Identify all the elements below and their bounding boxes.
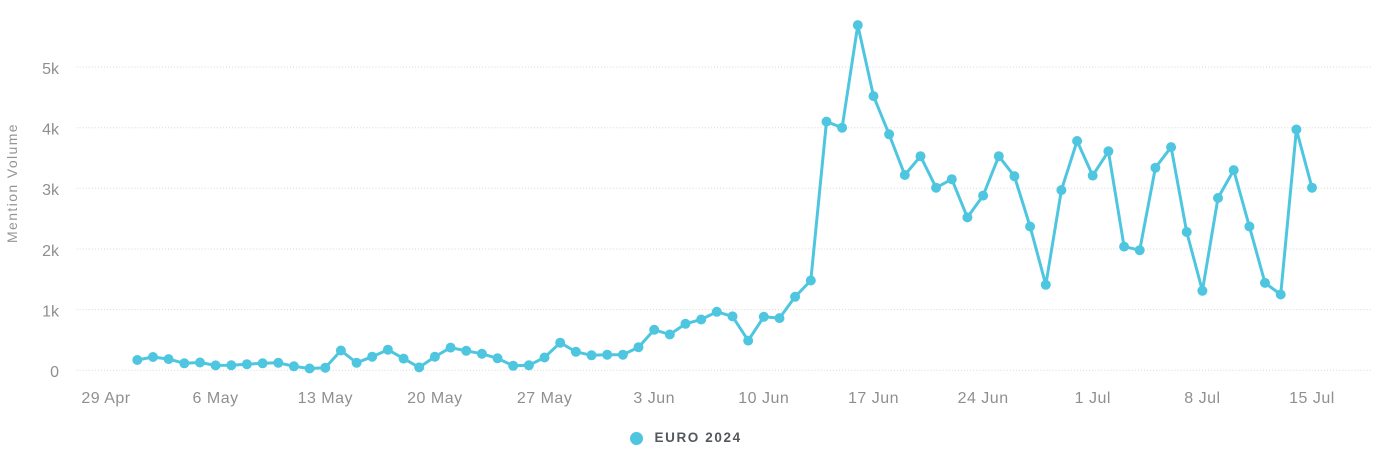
svg-text:2k: 2k: [42, 243, 60, 260]
svg-text:1k: 1k: [42, 304, 60, 321]
svg-text:8 Jul: 8 Jul: [1184, 390, 1220, 407]
svg-text:29 Apr: 29 Apr: [81, 390, 130, 407]
svg-text:17 Jun: 17 Jun: [848, 390, 899, 407]
svg-text:3k: 3k: [42, 182, 60, 199]
svg-text:1 Jul: 1 Jul: [1075, 390, 1111, 407]
svg-text:3 Jun: 3 Jun: [633, 390, 675, 407]
svg-text:24 Jun: 24 Jun: [958, 390, 1009, 407]
svg-text:20 May: 20 May: [407, 390, 462, 407]
svg-text:0: 0: [50, 364, 59, 381]
svg-text:15 Jul: 15 Jul: [1289, 390, 1335, 407]
svg-text:6 May: 6 May: [193, 390, 239, 407]
svg-text:13 May: 13 May: [298, 390, 353, 407]
svg-text:10 Jun: 10 Jun: [738, 390, 789, 407]
svg-text:27 May: 27 May: [517, 390, 572, 407]
svg-text:4k: 4k: [42, 122, 60, 139]
svg-text:5k: 5k: [42, 61, 60, 78]
